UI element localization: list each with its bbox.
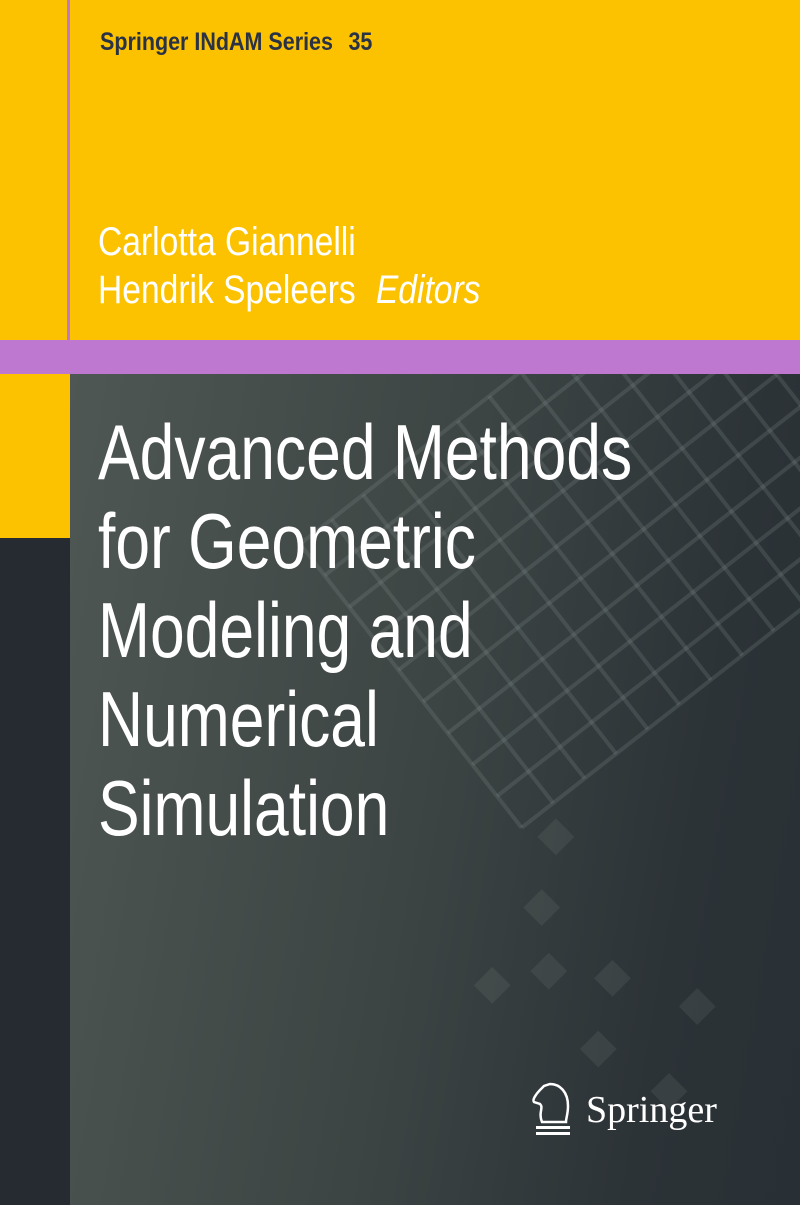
publisher-name: Springer: [586, 1089, 717, 1131]
yellow-header-block: [0, 0, 800, 340]
book-title: Advanced Methods for Geometric Modeling …: [98, 408, 632, 853]
cover-artwork: [70, 374, 800, 1205]
series-label: Springer INdAM Series 35: [100, 28, 388, 57]
title-line: Simulation: [98, 764, 390, 852]
series-name: Springer INdAM Series: [100, 28, 333, 56]
purple-vertical-rule: [67, 0, 70, 340]
title-line: for Geometric: [98, 497, 476, 585]
title-line: Modeling and: [98, 586, 473, 674]
editor-name: Hendrik Speleers: [98, 268, 356, 312]
yellow-side-block: [0, 374, 70, 538]
series-number: 35: [348, 28, 373, 56]
editors-block: Carlotta Giannelli Hendrik Speleers Edito…: [98, 218, 480, 314]
title-line: Numerical: [98, 675, 379, 763]
knight-chess-icon: [532, 1082, 570, 1135]
springer-logo: Springer: [530, 1082, 717, 1138]
title-line: Advanced Methods: [98, 408, 633, 496]
grid-pattern-graphic: [298, 374, 800, 1110]
dark-side-strip: [0, 538, 70, 1205]
editors-role: Editors: [375, 268, 481, 312]
editor-name: Carlotta Giannelli: [98, 220, 356, 264]
purple-band: [0, 340, 800, 374]
